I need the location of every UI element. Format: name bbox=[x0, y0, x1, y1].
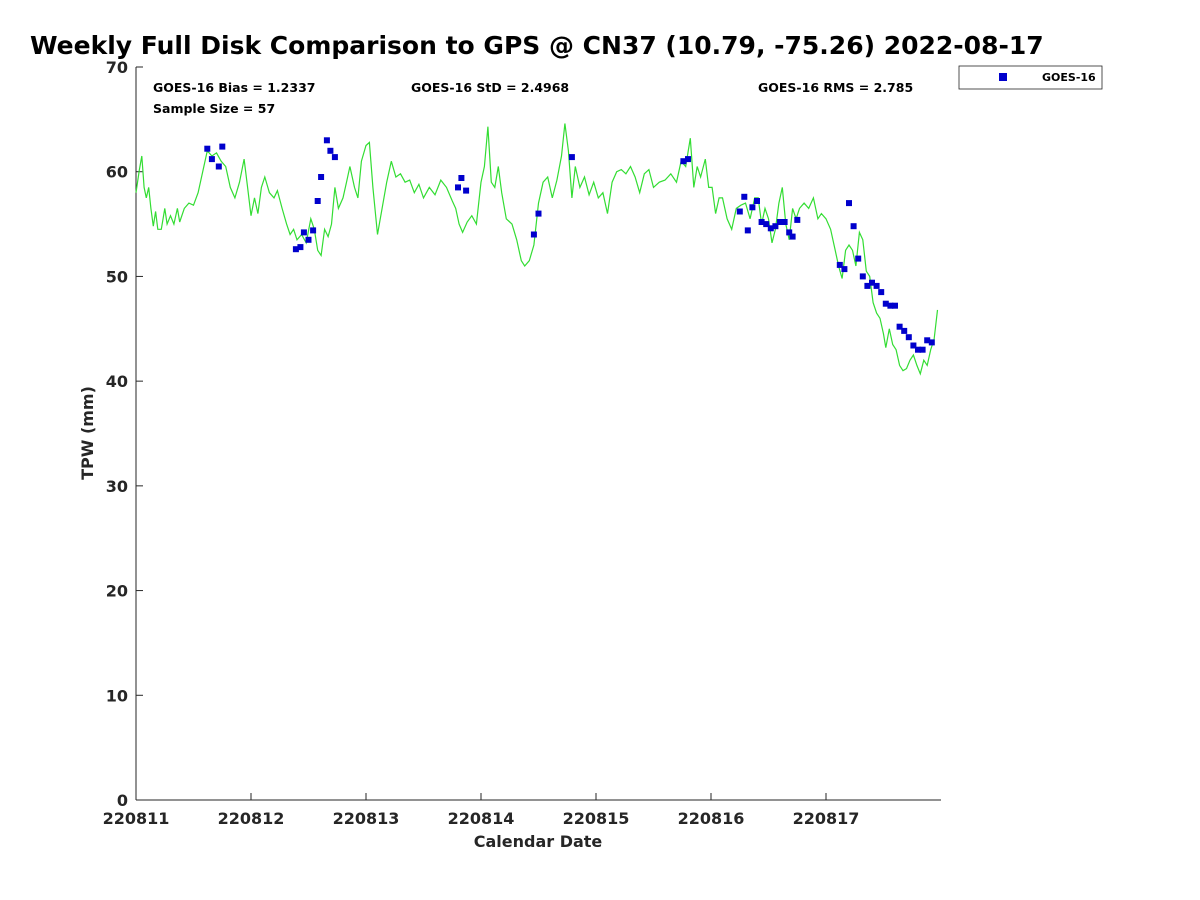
x-tick-label: 220816 bbox=[678, 809, 745, 828]
stat-rms: GOES-16 RMS = 2.785 bbox=[758, 80, 913, 95]
stat-sample-size: Sample Size = 57 bbox=[153, 101, 275, 116]
goes16-point bbox=[836, 261, 843, 268]
goes16-point bbox=[789, 233, 796, 240]
goes16-point bbox=[215, 163, 222, 170]
goes16-point bbox=[219, 143, 226, 150]
legend-marker-goes16 bbox=[999, 73, 1007, 81]
legend-box bbox=[958, 65, 1103, 90]
gps-tpw-line bbox=[135, 123, 939, 376]
chart-title: Weekly Full Disk Comparison to GPS @ CN3… bbox=[30, 31, 1044, 60]
goes16-point bbox=[786, 229, 793, 236]
y-tick-label: 30 bbox=[106, 477, 128, 496]
legend: GOES-16 bbox=[958, 65, 1103, 90]
goes16-point bbox=[680, 158, 687, 165]
goes16-point bbox=[535, 210, 542, 217]
goes16-point bbox=[749, 204, 756, 211]
goes16-point bbox=[846, 200, 852, 207]
goes16-point bbox=[314, 198, 321, 204]
goes16-point bbox=[763, 221, 770, 228]
goes16-point bbox=[905, 334, 912, 341]
stat-bias: GOES-16 Bias = 1.2337 bbox=[153, 80, 315, 95]
y-axis-label: TPW (mm) bbox=[78, 386, 97, 480]
goes16-point bbox=[924, 337, 931, 344]
goes16-point bbox=[892, 302, 898, 309]
x-tick-label: 220815 bbox=[563, 809, 630, 828]
goes16-point bbox=[882, 300, 889, 307]
goes16-point bbox=[841, 266, 848, 273]
legend-label-goes16: GOES-16 bbox=[1042, 71, 1096, 84]
plot-frame bbox=[136, 67, 941, 800]
goes16-point bbox=[919, 346, 926, 353]
goes16-point bbox=[777, 219, 783, 225]
goes16-point bbox=[869, 279, 875, 286]
stat-std: GOES-16 StD = 2.4968 bbox=[411, 80, 569, 95]
goes16-point bbox=[859, 273, 866, 280]
goes16-point bbox=[767, 225, 774, 232]
goes16-point bbox=[685, 156, 691, 163]
goes16-point bbox=[300, 229, 307, 236]
goes16-point bbox=[204, 145, 211, 152]
goes16-point bbox=[744, 227, 751, 234]
goes16-point bbox=[901, 327, 908, 334]
x-tick-label: 220811 bbox=[103, 809, 170, 828]
goes16-point bbox=[318, 174, 325, 180]
goes16-point bbox=[292, 246, 299, 253]
goes16-point bbox=[741, 193, 748, 200]
goes16-point bbox=[878, 289, 885, 296]
plot-area: 0 10 20 30 40 50 60 70 220811 220812 220813 220814… bbox=[103, 58, 941, 828]
goes16-point bbox=[736, 208, 743, 215]
y-axis-ticks: 0 10 20 30 40 50 60 70 bbox=[106, 58, 143, 810]
goes16-point bbox=[873, 282, 880, 289]
goes16-point bbox=[297, 244, 304, 251]
y-tick-label: 10 bbox=[106, 686, 128, 705]
goes16-point bbox=[758, 219, 765, 225]
goes16-point bbox=[754, 198, 760, 204]
y-tick-label: 60 bbox=[106, 163, 128, 182]
x-axis-label: Calendar Date bbox=[474, 832, 603, 851]
goes16-point bbox=[855, 255, 862, 262]
goes16-point bbox=[327, 147, 334, 154]
x-axis-ticks: 220811 220812 220813 220814 220815 220816 2208… bbox=[103, 793, 860, 828]
goes16-point bbox=[864, 282, 871, 289]
goes16-point bbox=[455, 184, 461, 191]
series-layer bbox=[135, 123, 939, 376]
goes16-point bbox=[463, 187, 470, 194]
goes16-point bbox=[781, 219, 788, 225]
goes16-point bbox=[887, 302, 894, 309]
goes16-point bbox=[794, 216, 801, 223]
goes16-point bbox=[208, 156, 215, 163]
goes16-point bbox=[310, 227, 317, 234]
goes16-point bbox=[458, 175, 465, 181]
goes16-point bbox=[530, 231, 537, 238]
x-tick-label: 220814 bbox=[448, 809, 515, 828]
goes16-point bbox=[772, 223, 779, 230]
goes16-point bbox=[910, 342, 917, 349]
y-tick-label: 40 bbox=[106, 372, 128, 391]
y-tick-label: 70 bbox=[106, 58, 128, 77]
goes16-point bbox=[928, 339, 935, 346]
y-tick-label: 0 bbox=[117, 791, 128, 810]
x-tick-label: 220817 bbox=[793, 809, 860, 828]
goes16-point bbox=[331, 154, 338, 161]
x-tick-label: 220812 bbox=[218, 809, 285, 828]
goes16-point bbox=[568, 154, 575, 161]
goes16-point bbox=[323, 137, 330, 144]
goes16-point bbox=[305, 236, 312, 243]
x-tick-label: 220813 bbox=[333, 809, 400, 828]
goes16-point bbox=[896, 323, 903, 330]
goes16-point bbox=[915, 346, 921, 353]
goes16-point bbox=[850, 223, 857, 230]
y-tick-label: 50 bbox=[106, 267, 128, 286]
y-tick-label: 20 bbox=[106, 582, 128, 601]
